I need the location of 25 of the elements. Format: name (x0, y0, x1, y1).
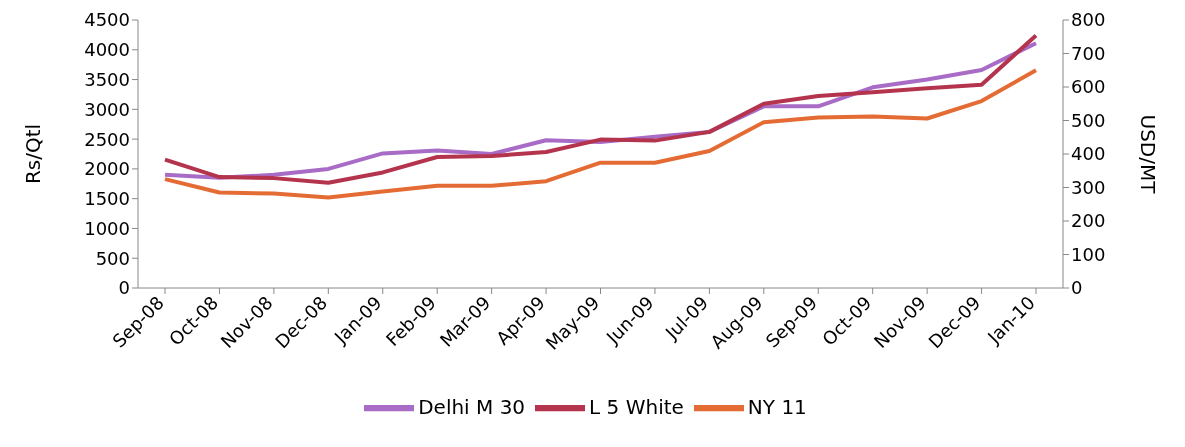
y-axis-title: Rs/Qtl (21, 123, 46, 185)
legend-label: L 5 White (589, 394, 684, 419)
line-series (163, 68, 1038, 200)
y2-tick-label: 700 (1071, 42, 1106, 64)
y2-tick-label: 800 (1071, 9, 1106, 31)
y2-tick-label: 400 (1071, 143, 1106, 165)
y-tick-label: 1500 (84, 188, 130, 210)
y2-tick-label: 600 (1071, 76, 1106, 98)
y-tick-label: 4000 (84, 39, 130, 61)
y2-tick-label: 200 (1071, 210, 1106, 232)
y2-tick-label: 300 (1071, 176, 1106, 198)
legend-label: Delhi M 30 (418, 394, 526, 419)
y2-tick-label: 0 (1071, 277, 1083, 299)
y-tick-label: 3500 (84, 68, 130, 90)
y-tick-label: 3000 (84, 98, 130, 120)
y2-tick-label: 100 (1071, 243, 1106, 265)
legend-label: NY 11 (747, 394, 807, 419)
y-tick-label: 2500 (84, 128, 130, 150)
y2-tick-label: 500 (1071, 109, 1106, 131)
y-tick-label: 2000 (84, 158, 130, 180)
y-tick-label: 4500 (84, 9, 130, 31)
y-tick-label: 1000 (84, 217, 130, 239)
y2-axis-title: USD/MT (1135, 114, 1160, 195)
y-tick-label: 500 (95, 247, 130, 269)
y-tick-label: 0 (118, 277, 130, 299)
